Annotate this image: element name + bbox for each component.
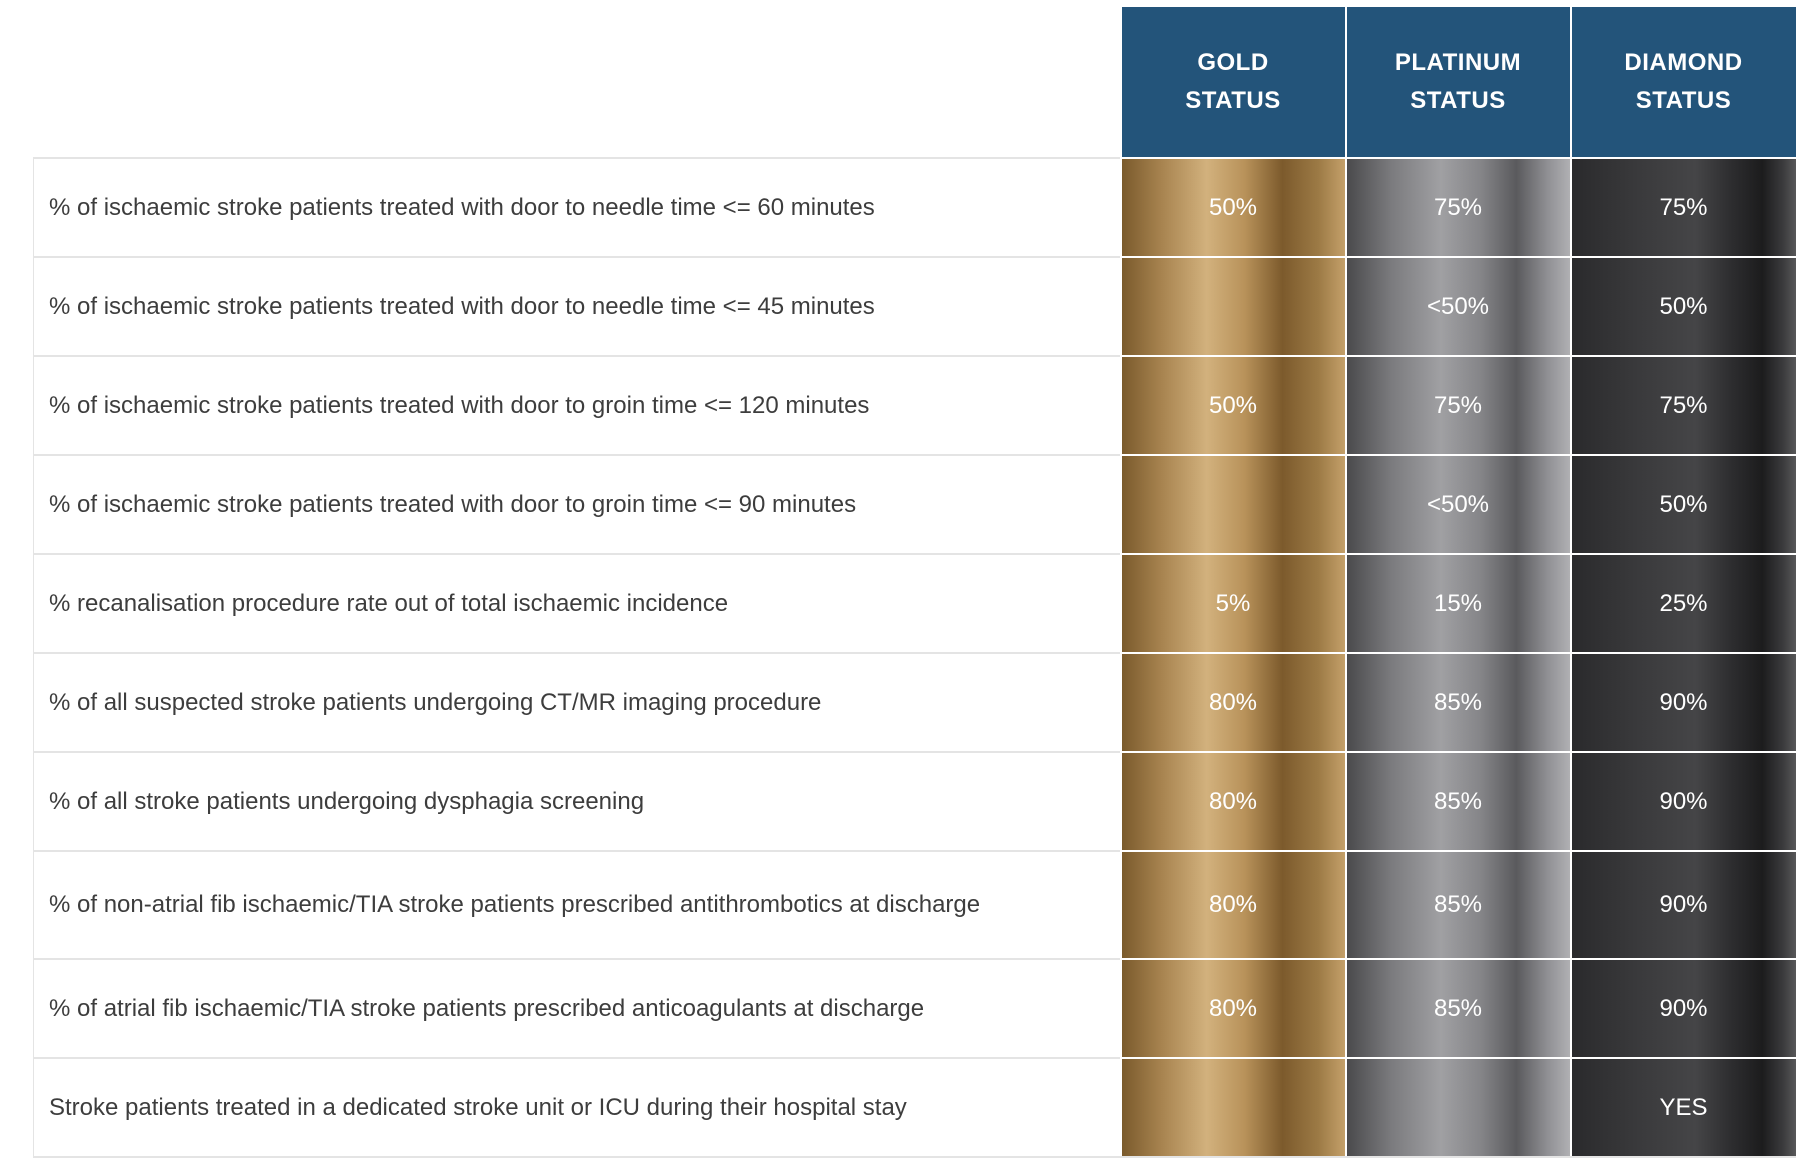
table-row: % of ischaemic stroke patients treated w… — [33, 157, 1796, 257]
table-row: % recanalisation procedure rate out of t… — [33, 553, 1796, 653]
table-row: Stroke patients treated in a dedicated s… — [33, 1057, 1796, 1158]
gold-value-cell: 80% — [1119, 652, 1346, 752]
status-criteria-table-container: GOLD STATUS PLATINUM STATUS DIAMOND STAT… — [33, 7, 1796, 1158]
platinum-value-cell: 85% — [1344, 850, 1571, 959]
platinum-value-cell: 75% — [1344, 157, 1571, 257]
header-blank-cell — [33, 7, 1121, 158]
header-gold-line1: GOLD — [1197, 49, 1269, 76]
row-label: % recanalisation procedure rate out of t… — [33, 553, 1121, 653]
header-gold-status: GOLD STATUS — [1119, 7, 1346, 158]
table-body: % of ischaemic stroke patients treated w… — [33, 157, 1796, 1158]
platinum-value-cell — [1344, 1057, 1571, 1158]
platinum-value-cell: 85% — [1344, 958, 1571, 1058]
gold-value-cell: 5% — [1119, 553, 1346, 653]
table-row: % of all stroke patients undergoing dysp… — [33, 751, 1796, 851]
gold-value-cell — [1119, 454, 1346, 554]
diamond-value-cell: 90% — [1569, 850, 1796, 959]
table-row: % of all suspected stroke patients under… — [33, 652, 1796, 752]
header-diamond-line2: STATUS — [1635, 87, 1732, 114]
header-platinum-status: PLATINUM STATUS — [1344, 7, 1571, 158]
row-label: % of ischaemic stroke patients treated w… — [33, 454, 1121, 554]
table-row: % of atrial fib ischaemic/TIA stroke pat… — [33, 958, 1796, 1058]
row-label: Stroke patients treated in a dedicated s… — [33, 1057, 1121, 1158]
platinum-value-cell: 15% — [1344, 553, 1571, 653]
table-row: % of ischaemic stroke patients treated w… — [33, 355, 1796, 455]
status-criteria-table: GOLD STATUS PLATINUM STATUS DIAMOND STAT… — [33, 7, 1796, 1158]
gold-value-cell: 80% — [1119, 958, 1346, 1058]
table-header: GOLD STATUS PLATINUM STATUS DIAMOND STAT… — [33, 7, 1796, 158]
diamond-value-cell: 90% — [1569, 751, 1796, 851]
gold-value-cell — [1119, 1057, 1346, 1158]
row-label: % of all stroke patients undergoing dysp… — [33, 751, 1121, 851]
diamond-value-cell: 75% — [1569, 157, 1796, 257]
header-diamond-line1: DIAMOND — [1624, 49, 1743, 76]
row-label: % of atrial fib ischaemic/TIA stroke pat… — [33, 958, 1121, 1058]
table-row: % of non-atrial fib ischaemic/TIA stroke… — [33, 850, 1796, 959]
row-label: % of ischaemic stroke patients treated w… — [33, 157, 1121, 257]
header-platinum-line1: PLATINUM — [1394, 49, 1522, 76]
header-gold-line2: STATUS — [1185, 87, 1281, 114]
gold-value-cell — [1119, 256, 1346, 356]
diamond-value-cell: 90% — [1569, 652, 1796, 752]
platinum-value-cell: 75% — [1344, 355, 1571, 455]
diamond-value-cell: 90% — [1569, 958, 1796, 1058]
platinum-value-cell: 85% — [1344, 652, 1571, 752]
header-diamond-status: DIAMOND STATUS — [1569, 7, 1796, 158]
diamond-value-cell: 50% — [1569, 454, 1796, 554]
row-label: % of ischaemic stroke patients treated w… — [33, 355, 1121, 455]
gold-value-cell: 80% — [1119, 850, 1346, 959]
diamond-value-cell: 25% — [1569, 553, 1796, 653]
row-label: % of ischaemic stroke patients treated w… — [33, 256, 1121, 356]
diamond-value-cell: 75% — [1569, 355, 1796, 455]
row-label: % of all suspected stroke patients under… — [33, 652, 1121, 752]
platinum-value-cell: 85% — [1344, 751, 1571, 851]
platinum-value-cell: <50% — [1344, 454, 1571, 554]
diamond-value-cell: 50% — [1569, 256, 1796, 356]
platinum-value-cell: <50% — [1344, 256, 1571, 356]
table-row: % of ischaemic stroke patients treated w… — [33, 454, 1796, 554]
header-row: GOLD STATUS PLATINUM STATUS DIAMOND STAT… — [33, 7, 1796, 158]
gold-value-cell: 50% — [1119, 157, 1346, 257]
row-label: % of non-atrial fib ischaemic/TIA stroke… — [33, 850, 1121, 959]
gold-value-cell: 50% — [1119, 355, 1346, 455]
gold-value-cell: 80% — [1119, 751, 1346, 851]
diamond-value-cell: YES — [1569, 1057, 1796, 1158]
header-platinum-line2: STATUS — [1410, 87, 1506, 114]
table-row: % of ischaemic stroke patients treated w… — [33, 256, 1796, 356]
